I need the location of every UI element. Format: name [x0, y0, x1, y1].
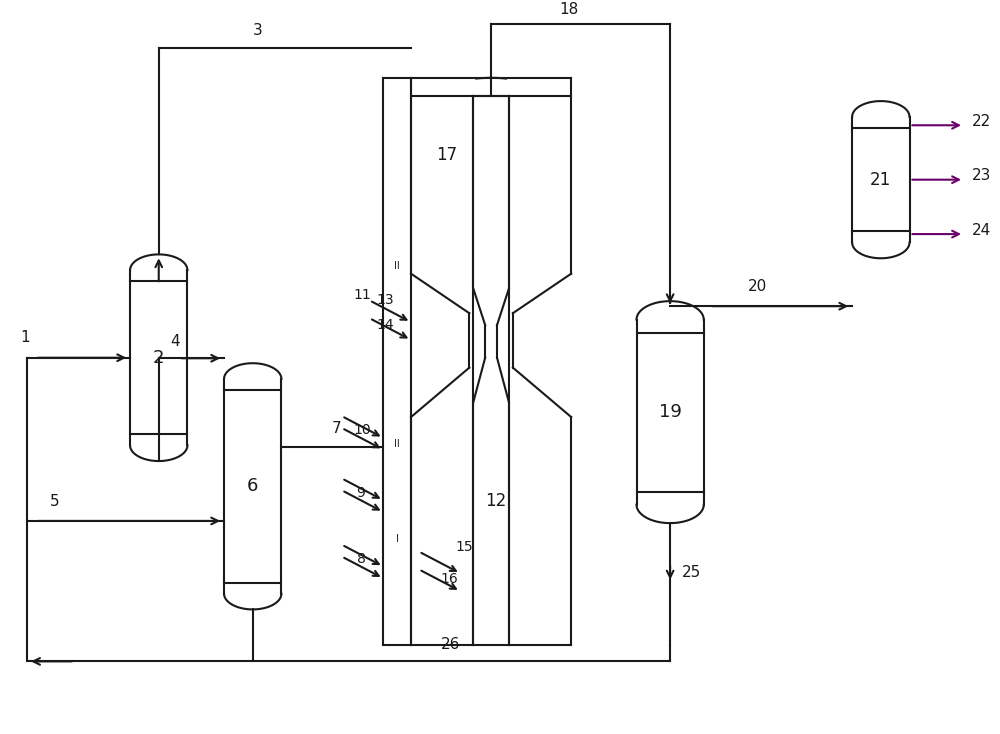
Text: 17: 17: [436, 146, 457, 164]
Text: II: II: [394, 261, 400, 271]
Text: 26: 26: [441, 637, 460, 652]
Text: 22: 22: [972, 114, 991, 129]
Text: 8: 8: [357, 551, 365, 565]
Text: 24: 24: [972, 222, 991, 238]
Text: II: II: [394, 439, 400, 448]
Text: 15: 15: [455, 539, 473, 553]
Text: 11: 11: [354, 288, 371, 302]
Text: 14: 14: [376, 318, 394, 332]
Text: 23: 23: [972, 168, 991, 184]
Text: 3: 3: [253, 23, 263, 38]
Text: 10: 10: [354, 423, 371, 437]
Text: 4: 4: [171, 334, 180, 349]
Text: 2: 2: [153, 349, 164, 367]
Text: 12: 12: [485, 493, 507, 510]
Text: 5: 5: [50, 494, 60, 509]
Text: 13: 13: [376, 294, 394, 308]
Text: 9: 9: [357, 486, 365, 501]
Text: 25: 25: [682, 565, 701, 580]
Text: 7: 7: [332, 421, 342, 437]
Text: 18: 18: [560, 2, 579, 17]
Text: 1: 1: [20, 330, 30, 346]
Text: 20: 20: [748, 279, 767, 294]
Text: 21: 21: [870, 171, 891, 189]
Text: 6: 6: [247, 477, 258, 495]
Text: 16: 16: [441, 573, 458, 586]
Text: I: I: [396, 534, 399, 544]
Text: 19: 19: [659, 403, 682, 421]
